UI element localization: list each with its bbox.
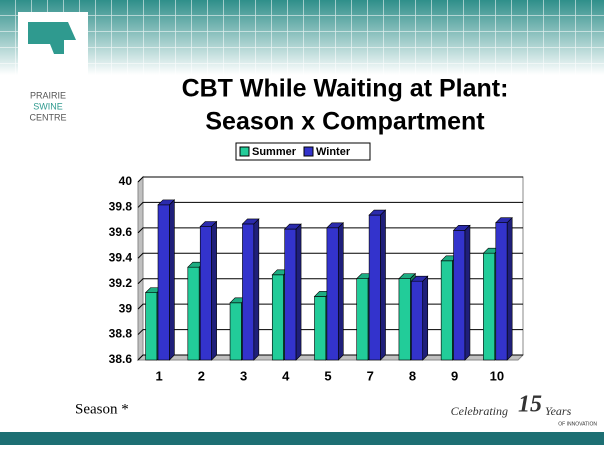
- bar-side: [253, 218, 260, 361]
- bar-side: [464, 224, 471, 361]
- bar: [453, 230, 466, 361]
- x-tick-label: 5: [324, 368, 331, 383]
- bar-side: [337, 222, 344, 361]
- bar-side: [422, 275, 429, 361]
- bar: [398, 278, 411, 361]
- footer-text: Years: [545, 404, 572, 418]
- x-tick-label: 10: [490, 368, 504, 383]
- y-tick-label: 38.8: [109, 327, 133, 341]
- grid-line: [137, 227, 523, 234]
- bar-side: [295, 223, 302, 361]
- bar-side: [506, 216, 513, 361]
- bar: [483, 252, 496, 361]
- bar: [495, 222, 508, 361]
- x-tick-label: 1: [155, 368, 162, 383]
- annotation: Season *: [75, 401, 129, 417]
- chart-title: Season x Compartment: [205, 108, 485, 136]
- legend-swatch: [303, 146, 314, 157]
- logo-text: PRAIRIE: [30, 90, 66, 100]
- bar: [411, 280, 424, 361]
- x-tick-label: 3: [240, 368, 247, 383]
- footer-text: OF INNOVATION: [558, 421, 597, 427]
- x-tick-label: 9: [451, 368, 458, 383]
- legend-box: [235, 142, 371, 161]
- logo-text: CENTRE: [29, 112, 66, 122]
- bar: [157, 204, 170, 361]
- grid-line: [137, 252, 523, 259]
- bar-side: [380, 209, 386, 361]
- y-tick-label: 38.6: [109, 352, 133, 366]
- bar: [284, 228, 297, 361]
- logo-text: SWINE: [33, 101, 63, 111]
- legend-label: Winter: [316, 146, 351, 158]
- x-tick-label: 2: [198, 368, 205, 383]
- legend-label: Summer: [252, 146, 297, 158]
- bar: [326, 227, 339, 361]
- bar: [356, 278, 369, 361]
- y-tick-label: 39.8: [109, 200, 133, 214]
- grid-line: [137, 176, 523, 183]
- bar: [145, 292, 158, 361]
- x-tick-label: 4: [282, 368, 290, 383]
- grid-line: [137, 354, 523, 361]
- y-tick-label: 39.6: [109, 225, 133, 239]
- grid-line: [137, 329, 523, 335]
- footer-band: [0, 432, 604, 445]
- footer-text: Celebrating: [451, 404, 508, 418]
- bar: [271, 274, 284, 361]
- y-tick-label: 39.2: [109, 276, 133, 290]
- bar-side: [169, 199, 175, 361]
- bar: [314, 296, 327, 361]
- y-tick-label: 40: [119, 174, 133, 188]
- grid-line: [137, 303, 523, 310]
- y-tick-label: 39: [119, 301, 133, 315]
- chart-title: CBT While Waiting at Plant:: [182, 75, 509, 103]
- y-tick-label: 39.4: [109, 250, 133, 264]
- bar: [440, 260, 453, 361]
- header-grid: [0, 0, 604, 75]
- bar: [187, 266, 200, 361]
- legend-swatch: [239, 146, 250, 157]
- bar: [368, 214, 381, 361]
- grid-line: [137, 201, 523, 208]
- bar: [229, 302, 242, 361]
- x-tick-label: 8: [409, 368, 416, 383]
- bar: [199, 226, 212, 361]
- bar-side: [211, 220, 217, 361]
- bar: [242, 223, 255, 361]
- logo-icon: [28, 22, 76, 54]
- grid-line: [137, 278, 523, 285]
- x-tick-label: 7: [367, 368, 374, 383]
- footer-number: 15: [518, 392, 542, 418]
